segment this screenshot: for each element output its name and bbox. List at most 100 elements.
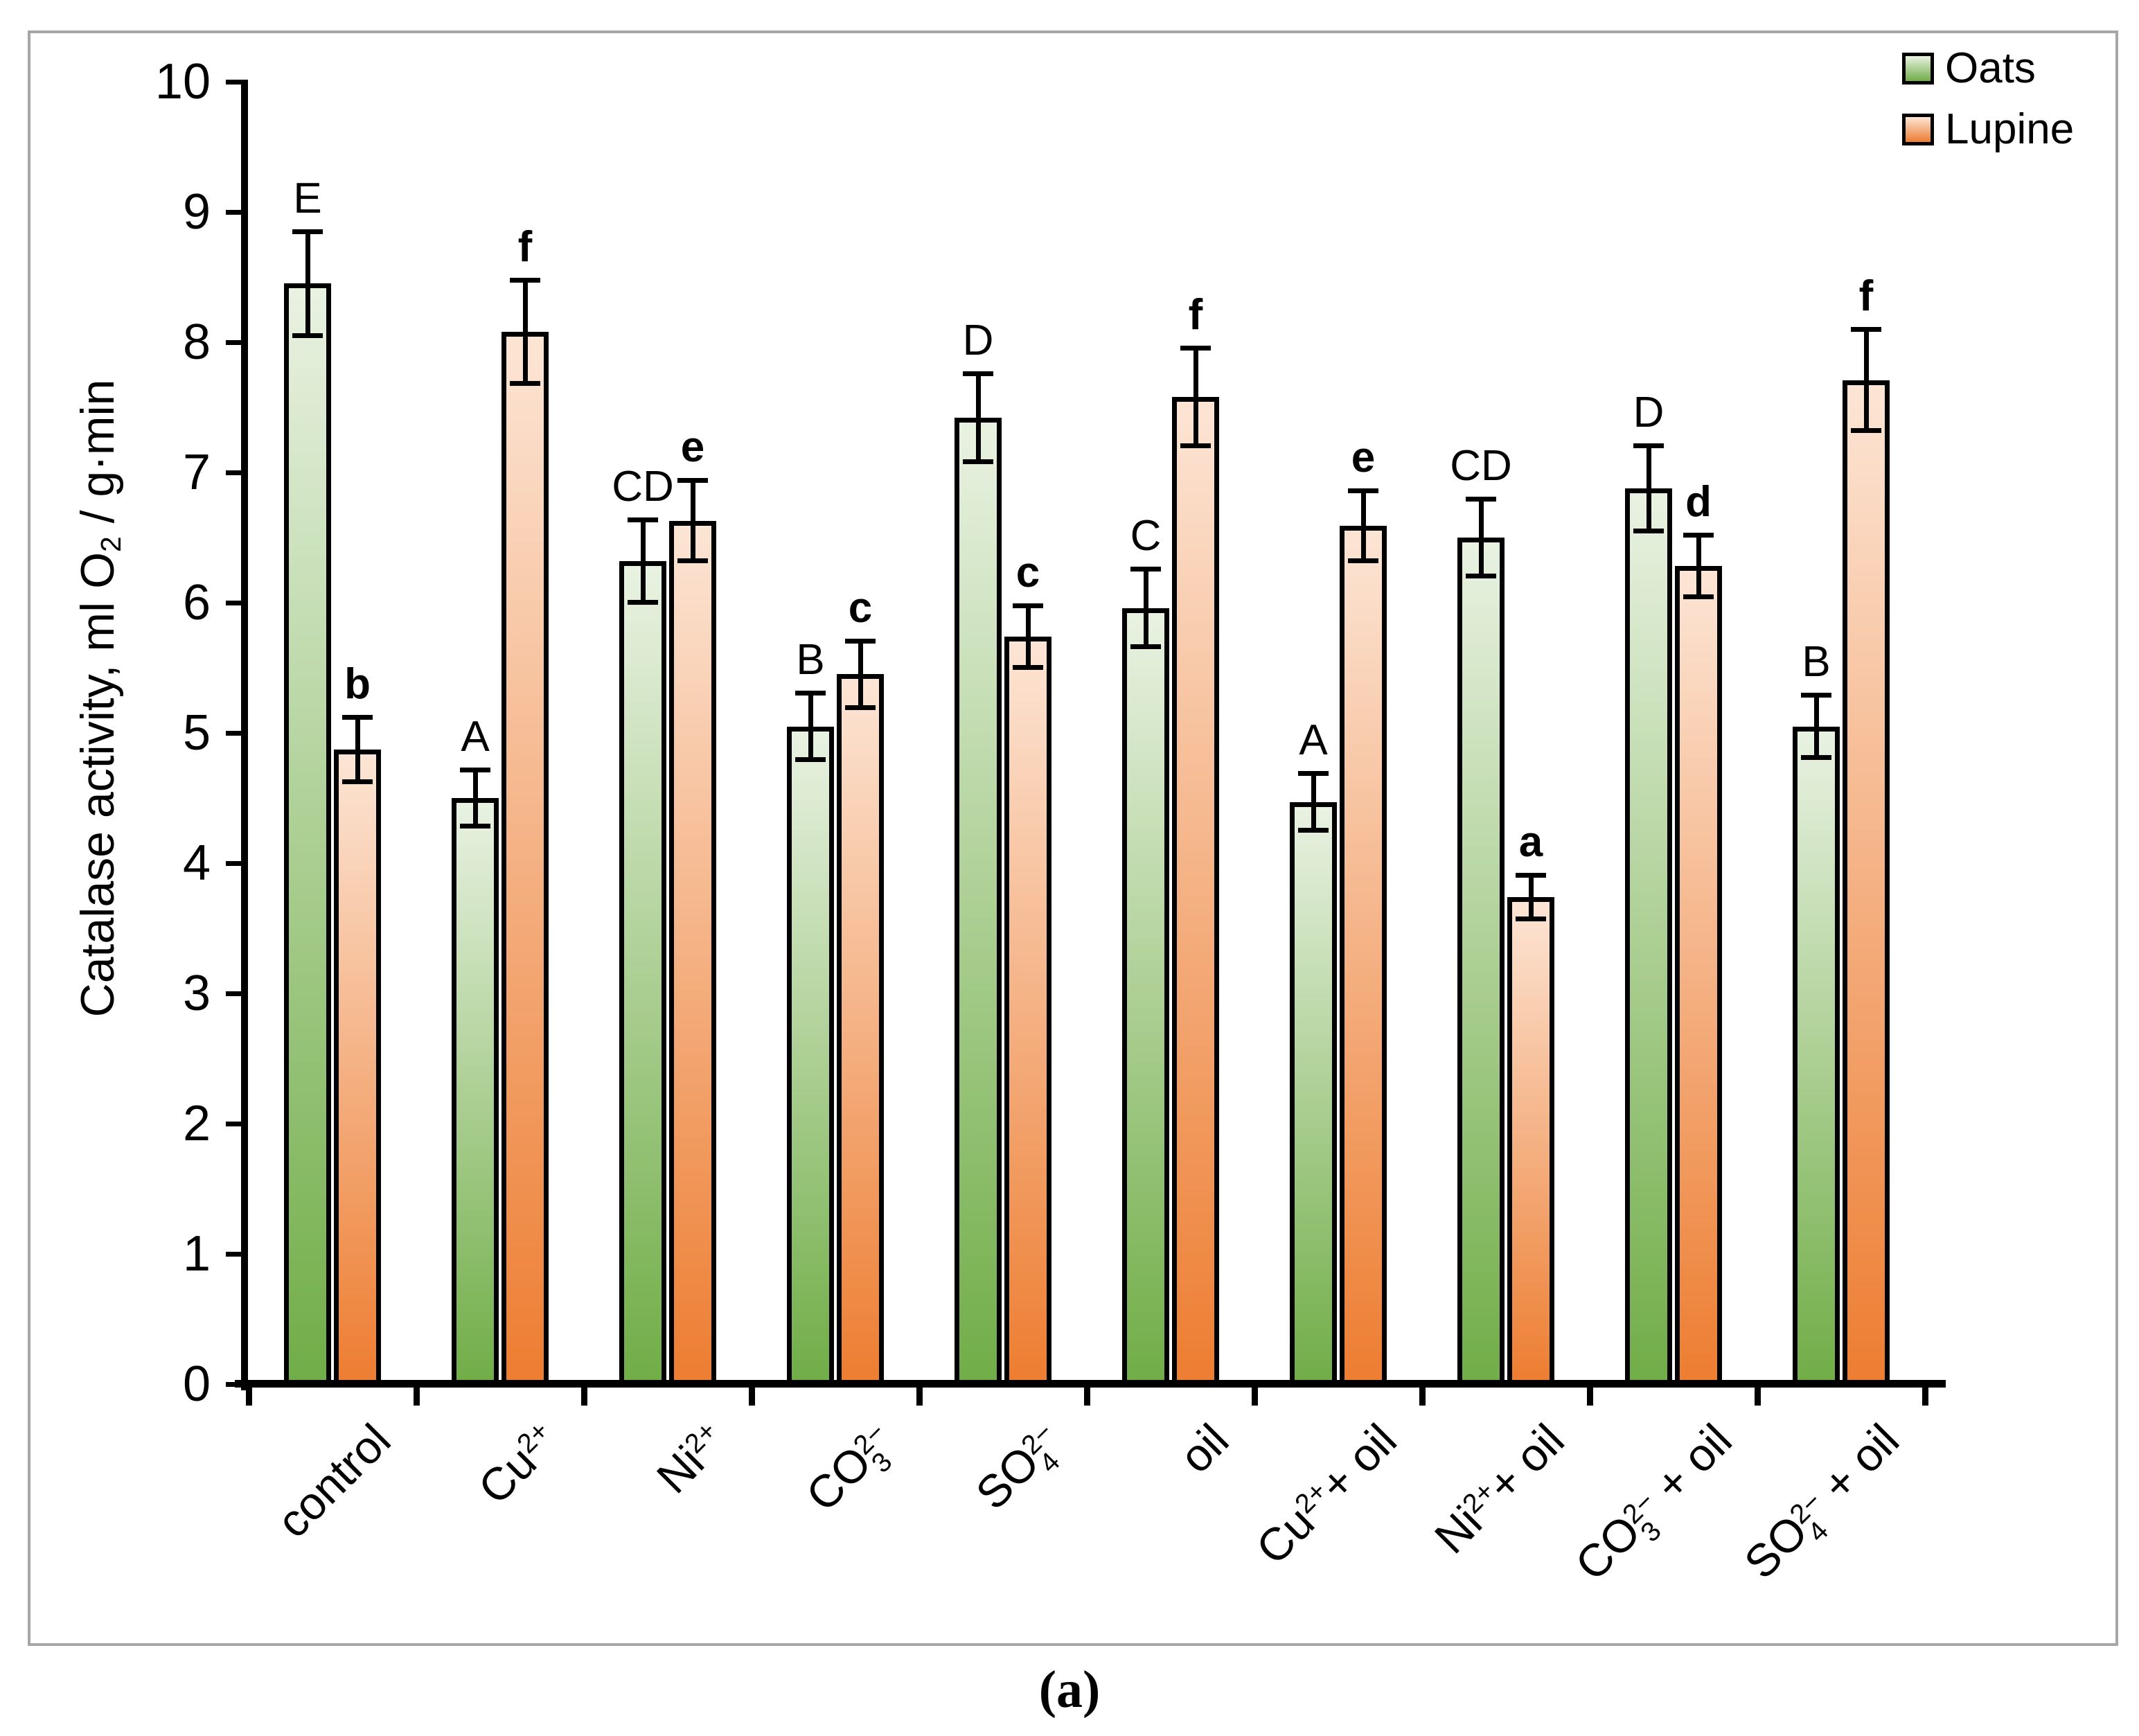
- y-tick-label: 2: [182, 1096, 211, 1151]
- significance-letter: c: [848, 583, 873, 632]
- error-bar-cap-bottom: [510, 381, 540, 387]
- y-tick: [226, 1252, 245, 1257]
- error-bar: [1361, 490, 1366, 561]
- error-bar: [305, 231, 310, 336]
- bar-lupine: [1340, 526, 1387, 1387]
- bar-oats: [619, 560, 666, 1387]
- error-bar-cap-bottom: [1516, 916, 1546, 921]
- error-bar-cap-bottom: [963, 459, 993, 464]
- x-tick: [749, 1388, 755, 1406]
- error-bar-cap-top: [1298, 771, 1329, 777]
- y-tick: [226, 601, 245, 605]
- error-bar: [1311, 773, 1316, 831]
- error-bar: [858, 640, 863, 709]
- significance-letter: d: [1685, 478, 1712, 526]
- significance-letter: a: [1518, 817, 1543, 866]
- error-bar: [691, 480, 695, 561]
- bar-lupine: [1172, 396, 1219, 1387]
- error-bar-cap-bottom: [342, 779, 373, 785]
- x-tick: [581, 1388, 587, 1406]
- error-bar-cap-top: [845, 638, 876, 644]
- significance-letter: A: [461, 712, 490, 761]
- x-tick: [1587, 1388, 1593, 1406]
- error-bar-cap-top: [1683, 533, 1714, 538]
- error-bar-cap-top: [1801, 693, 1831, 698]
- x-tick: [414, 1388, 420, 1406]
- error-bar-cap-bottom: [1633, 528, 1664, 533]
- legend-entry-oats: Oats: [1902, 47, 2074, 90]
- error-bar-cap-bottom: [1180, 443, 1211, 449]
- significance-letter: e: [1351, 434, 1376, 482]
- significance-letter: b: [344, 660, 371, 709]
- error-bar-cap-bottom: [1348, 558, 1378, 563]
- error-bar-cap-bottom: [1851, 427, 1881, 433]
- significance-letter: e: [680, 423, 705, 472]
- error-bar-cap-bottom: [1298, 828, 1329, 833]
- significance-letter: A: [1299, 716, 1328, 765]
- error-bar: [1479, 498, 1484, 577]
- error-bar-cap-bottom: [677, 558, 708, 563]
- error-bar-cap-bottom: [1013, 665, 1043, 670]
- x-tick: [1084, 1388, 1090, 1406]
- x-tick-label: SO 2− 4 + oil: [1734, 1414, 1909, 1588]
- error-bar-cap-bottom: [1466, 574, 1496, 579]
- y-tick-label: 9: [182, 184, 211, 240]
- x-tick-label: oil: [1169, 1414, 1239, 1483]
- error-bar-cap-top: [963, 371, 993, 377]
- y-tick-label: 3: [182, 966, 211, 1021]
- error-bar-cap-bottom: [628, 600, 658, 605]
- error-bar-cap-top: [1516, 872, 1546, 878]
- y-tick: [226, 210, 245, 215]
- error-bar-cap-bottom: [795, 757, 826, 763]
- error-bar: [523, 279, 528, 384]
- legend-label: Lupine: [1945, 105, 2075, 153]
- y-tick-label: 6: [182, 575, 211, 630]
- y-tick-label: 4: [182, 835, 211, 891]
- error-bar-cap-top: [510, 277, 540, 283]
- significance-letter: B: [796, 635, 825, 684]
- error-bar-cap-top: [292, 229, 323, 235]
- y-tick: [226, 340, 245, 345]
- y-axis-line: [241, 80, 248, 1390]
- y-tick-label: 1: [182, 1226, 211, 1282]
- bar-oats: [955, 418, 1002, 1387]
- error-bar: [1647, 445, 1651, 531]
- error-bar-cap-top: [460, 767, 490, 772]
- error-bar-cap-top: [1348, 488, 1378, 494]
- error-bar: [976, 373, 981, 462]
- x-tick-label: Cu2+: [468, 1415, 555, 1514]
- error-bar: [1696, 535, 1701, 598]
- y-tick: [226, 991, 245, 996]
- x-tick-label: Cu2++ oil: [1245, 1414, 1406, 1574]
- error-bar-cap-bottom: [845, 705, 876, 711]
- figure-caption: (a): [1038, 1660, 1101, 1719]
- y-tick: [226, 470, 245, 475]
- bar-lupine: [1004, 636, 1051, 1387]
- bar-lupine: [669, 520, 716, 1387]
- error-bar-cap-top: [1633, 443, 1664, 448]
- legend: Oats Lupine: [1902, 47, 2074, 169]
- error-bar: [1864, 329, 1869, 431]
- error-bar-cap-top: [342, 715, 373, 720]
- y-tick-label: 8: [182, 315, 211, 370]
- bar-lupine: [334, 750, 381, 1387]
- y-tick: [226, 861, 245, 866]
- bar-lupine: [1507, 896, 1554, 1387]
- legend-label: Oats: [1945, 44, 2036, 92]
- error-bar-cap-bottom: [1130, 644, 1161, 649]
- error-bar: [808, 692, 813, 761]
- bar-oats: [1793, 726, 1840, 1387]
- significance-letter: C: [1130, 512, 1162, 560]
- bar-lupine: [1675, 566, 1722, 1387]
- error-bar-cap-top: [1013, 603, 1043, 608]
- bar-oats: [1290, 801, 1337, 1387]
- bar-oats: [787, 726, 834, 1387]
- bar-oats: [452, 798, 499, 1387]
- error-bar-cap-top: [1466, 496, 1496, 502]
- significance-letter: f: [517, 222, 533, 271]
- y-tick: [226, 1122, 245, 1126]
- error-bar: [641, 519, 646, 603]
- error-bar-cap-top: [1130, 567, 1161, 572]
- bar-oats: [1457, 538, 1505, 1387]
- bar-oats: [1122, 608, 1169, 1387]
